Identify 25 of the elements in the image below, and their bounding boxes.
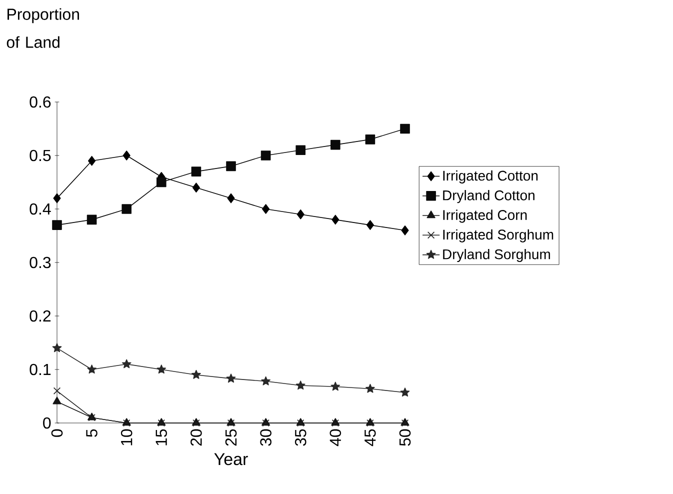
- y-tick-label: 0: [43, 417, 51, 429]
- y-tick-label: 0.3: [30, 256, 51, 268]
- legend-label: Dryland Sorghum: [443, 248, 550, 262]
- y-tick-label: 0.1: [30, 364, 51, 376]
- x-tick-label: 30: [260, 429, 272, 446]
- y-tick-label: 0.2: [30, 310, 51, 322]
- x-tick-label: 40: [330, 429, 342, 446]
- y-tick-label: 0.4: [30, 203, 51, 215]
- legend-label: Irrigated Sorghum: [443, 229, 554, 242]
- x-tick-label: 50: [399, 429, 411, 446]
- x-tick-label: 25: [225, 429, 237, 446]
- x-tick-label: 20: [190, 429, 202, 446]
- x-tick-label: 5: [86, 429, 98, 437]
- x-tick-label: 35: [294, 429, 306, 446]
- x-axis-title: Year: [214, 453, 248, 466]
- legend-label: Dryland Cotton: [443, 190, 534, 204]
- legend-label: Irrigated Cotton: [443, 170, 538, 184]
- x-tick-label: 0: [51, 429, 63, 437]
- x-tick-label: 10: [120, 429, 132, 446]
- x-tick-label: 15: [156, 429, 167, 446]
- y-tick-label: 0.5: [30, 150, 51, 162]
- x-tick-label: 45: [364, 429, 376, 446]
- y-tick-label: 0.6: [30, 96, 51, 108]
- legend-label: Irrigated Corn: [443, 210, 527, 223]
- y-axis-title: Proportion of Land: [6, 8, 79, 48]
